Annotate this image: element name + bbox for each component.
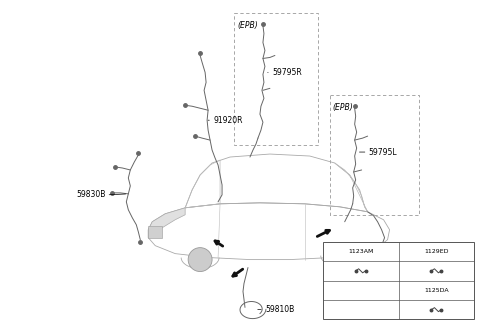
Bar (234, 13, 318, 145)
Text: 1123AM: 1123AM (348, 249, 373, 254)
Bar (323, 242, 474, 319)
Text: (EPB): (EPB) (237, 21, 258, 30)
Text: 91920R: 91920R (213, 116, 242, 125)
Text: 1129ED: 1129ED (424, 249, 449, 254)
Text: 59795R: 59795R (272, 68, 301, 77)
Text: 59795L: 59795L (369, 148, 397, 156)
Text: (EPB): (EPB) (333, 103, 353, 112)
Text: 1125DA: 1125DA (424, 288, 449, 293)
Circle shape (188, 248, 212, 272)
Text: 59810B: 59810B (265, 305, 294, 314)
Polygon shape (148, 208, 185, 238)
Circle shape (328, 246, 352, 270)
Bar (330, 95, 420, 215)
Text: 91920L: 91920L (384, 243, 413, 252)
Text: 59830B: 59830B (76, 190, 106, 199)
Bar (148, 226, 162, 238)
